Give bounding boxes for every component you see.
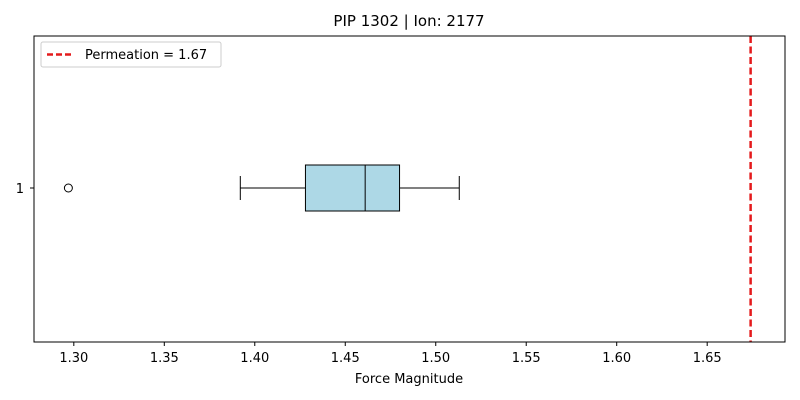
x-tick-label: 1.55: [512, 351, 541, 366]
axes-frame: [33, 35, 786, 343]
y-tick-label: 1: [16, 182, 24, 197]
x-tick-label: 1.40: [240, 351, 269, 366]
legend: Permeation = 1.67: [40, 41, 222, 68]
x-tick-label: 1.50: [421, 351, 450, 366]
x-tick-label: 1.30: [59, 351, 88, 366]
x-tick-label: 1.45: [331, 351, 360, 366]
outlier-point: [63, 183, 73, 193]
x-tick-label: 1.60: [602, 351, 631, 366]
legend-frame: [40, 41, 222, 68]
chart-title: PIP 1302 | Ion: 2177: [333, 12, 484, 30]
x-axis-label: Force Magnitude: [355, 372, 463, 387]
plot-area: [63, 36, 752, 342]
iqr-box: [304, 164, 401, 212]
x-tick-label: 1.65: [693, 351, 722, 366]
axes: 1.30 1.35 1.40 1.45 1.50 1.55 1.60 1.65 1: [16, 35, 786, 366]
legend-entry-permeation: Permeation = 1.67: [85, 48, 207, 63]
x-tick-label: 1.35: [150, 351, 179, 366]
